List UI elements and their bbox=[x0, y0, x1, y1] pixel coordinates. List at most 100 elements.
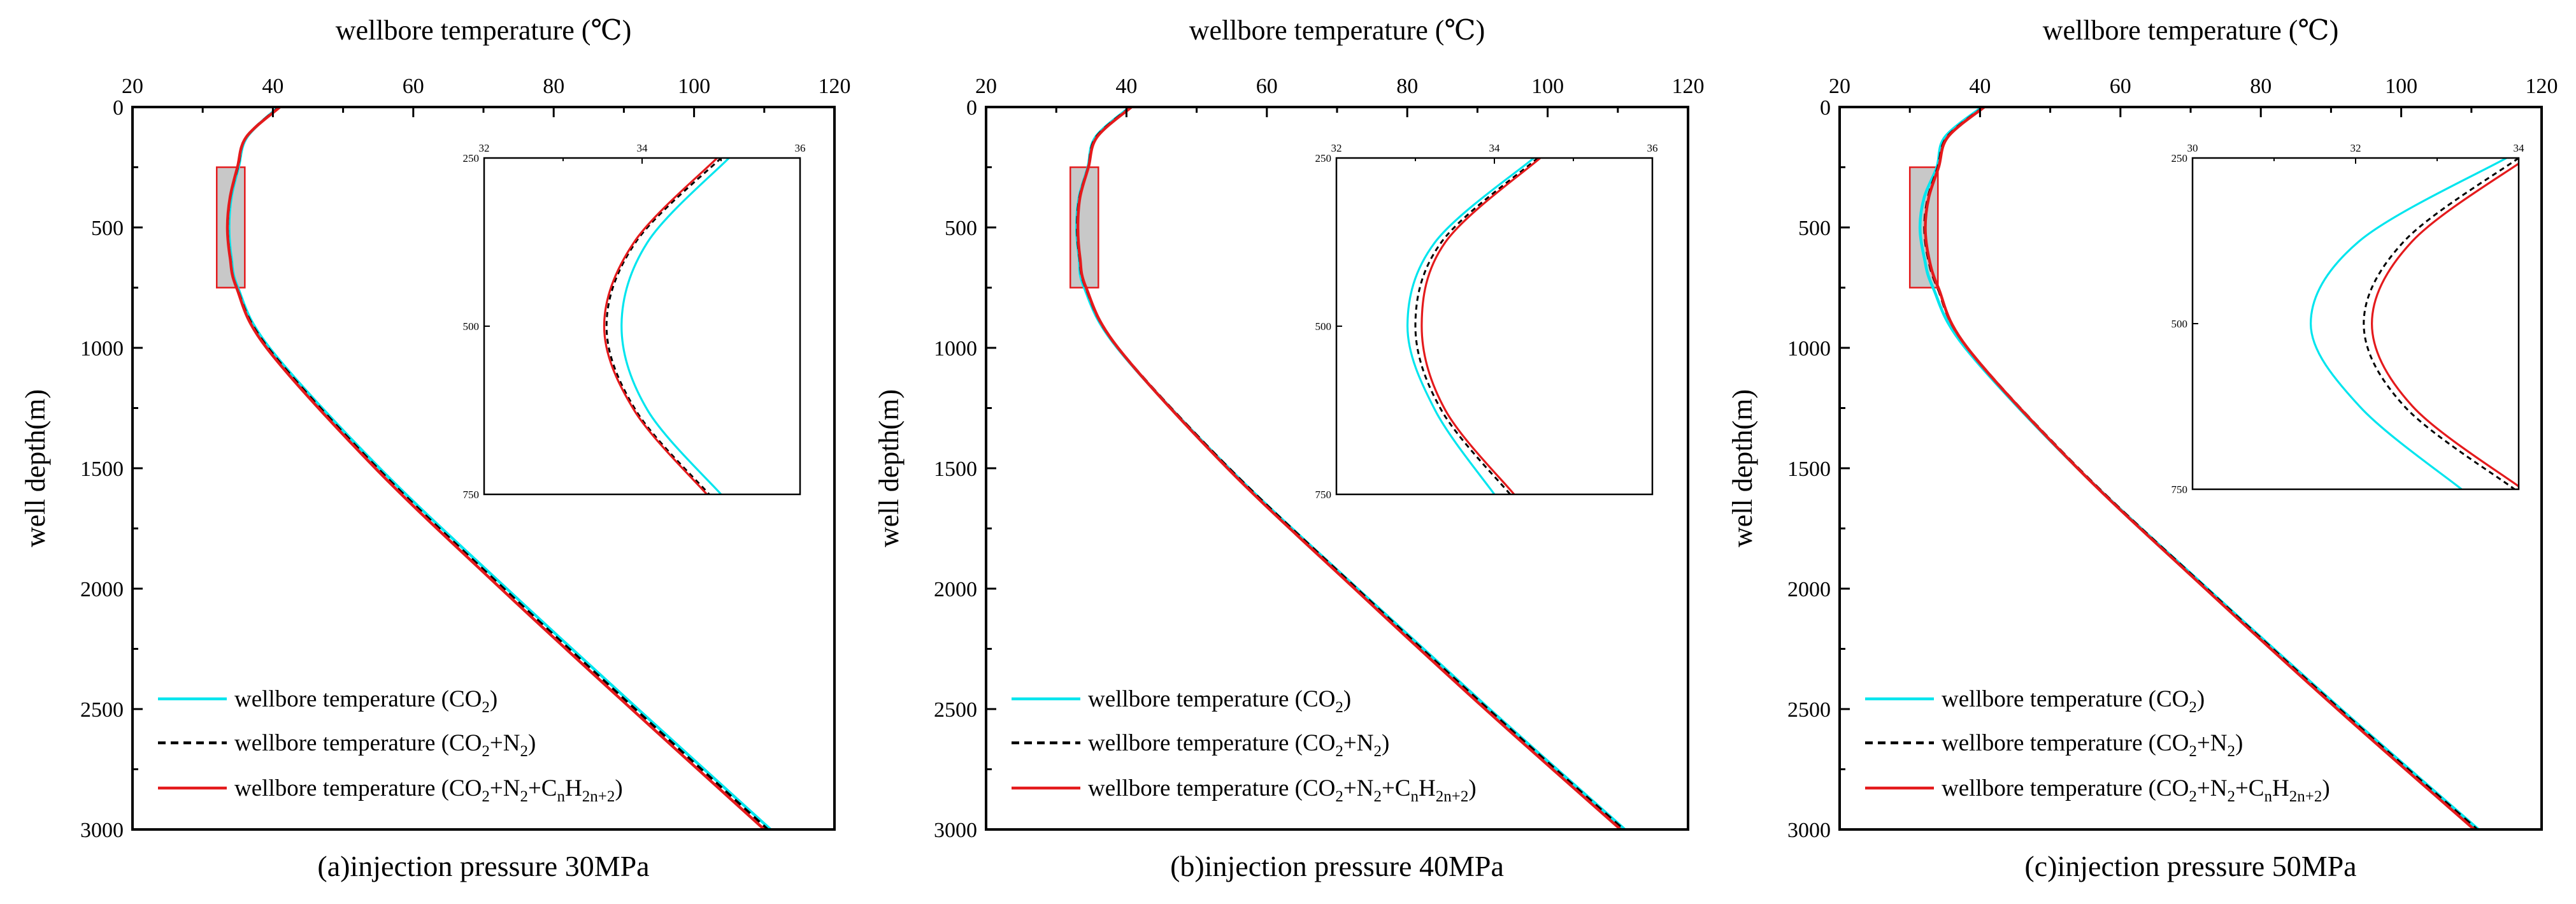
inset-series-line-co2 bbox=[620, 158, 730, 494]
legend-label-part-sub: 2 bbox=[2189, 699, 2197, 716]
y-tick-label: 3000 bbox=[934, 819, 977, 842]
legend-label-part-label_mid3: H bbox=[2272, 775, 2289, 801]
main-series-group bbox=[1075, 106, 1626, 831]
legend-label-co2: wellbore temperature (CO2) bbox=[234, 686, 497, 716]
legend-label-part-sub2: 2 bbox=[1373, 788, 1382, 805]
y-tick-label: 2000 bbox=[80, 578, 124, 601]
legend-label-part-label_mid: +N bbox=[2197, 775, 2228, 801]
y-axis-left: 0 500 1000 1500 2000 2500 3000 bbox=[1787, 96, 1850, 842]
x-tick-label: 120 bbox=[1672, 75, 1705, 98]
inset-y-tick-label: 750 bbox=[2172, 484, 2188, 496]
inset-series-line-mix bbox=[2370, 162, 2519, 488]
inset-zoom-plot: 32 34 36 250 500 750 bbox=[1315, 142, 1658, 501]
legend-label-part-label_mid: +N bbox=[2197, 730, 2228, 756]
y-tick-label: 3000 bbox=[1787, 819, 1831, 842]
panel-caption: (c)injection pressure 50MPa bbox=[2024, 850, 2356, 882]
legend-label-co2-n2: wellbore temperature (CO2+N2) bbox=[1942, 730, 2243, 760]
inset-y-tick-label: 500 bbox=[2172, 318, 2188, 330]
legend-label-part-sub: 2 bbox=[482, 788, 490, 805]
legend: wellbore temperature (CO2)wellbore tempe… bbox=[1012, 686, 1477, 805]
inset-series-group bbox=[603, 158, 730, 494]
y-tick-label: 2500 bbox=[1787, 698, 1831, 722]
legend-label-part-label: wellbore temperature (CO bbox=[234, 686, 482, 712]
inset-x-tick-label: 34 bbox=[637, 142, 648, 154]
series-line-co2 bbox=[1918, 106, 2480, 831]
legend-label-part-sub3: n bbox=[2264, 788, 2272, 805]
chart-panel-b: 20 40 60 80 100 120050010001500200025003000we… bbox=[873, 15, 1705, 882]
legend-label-part-label: wellbore temperature (CO bbox=[1088, 775, 1335, 801]
legend-label-part-label_mid: +N bbox=[490, 775, 520, 801]
inset-x-tick-label: 34 bbox=[1489, 142, 1501, 154]
y-axis-title: well depth(m) bbox=[20, 389, 51, 547]
series-line-mix bbox=[225, 106, 766, 831]
inset-y-tick-label: 500 bbox=[463, 320, 480, 333]
legend-label-part-sub3: n bbox=[557, 788, 565, 805]
legend-label-part-sub4: 2n+2 bbox=[1436, 788, 1469, 805]
inset-background bbox=[2193, 158, 2519, 489]
y-axis-left: 0 500 1000 1500 2000 2500 3000 bbox=[80, 96, 143, 842]
y-tick-label: 3000 bbox=[80, 819, 124, 842]
main-series-group bbox=[225, 106, 772, 831]
x-axis-title: wellbore temperature (℃) bbox=[336, 15, 632, 46]
x-axis-title: wellbore temperature (℃) bbox=[1189, 15, 1485, 46]
inset-y-tick-label: 250 bbox=[2172, 152, 2188, 164]
legend-label-part-label: wellbore temperature (CO bbox=[1088, 730, 1335, 756]
x-axis-top: 20 40 60 80 100 120 bbox=[122, 75, 851, 117]
panel-caption: (a)injection pressure 30MPa bbox=[317, 850, 649, 882]
x-tick-label: 40 bbox=[1115, 75, 1137, 98]
legend-label-part-sub: 2 bbox=[1335, 743, 1343, 760]
y-tick-label: 2000 bbox=[934, 578, 977, 601]
y-tick-label: 1500 bbox=[80, 457, 124, 481]
inset-x-tick-label: 34 bbox=[2514, 142, 2525, 154]
legend-label-mix: wellbore temperature (CO2+N2+CnH2n+2) bbox=[1942, 775, 2330, 805]
legend-label-mix: wellbore temperature (CO2+N2+CnH2n+2) bbox=[1088, 775, 1477, 805]
x-tick-label: 120 bbox=[2526, 75, 2558, 98]
legend-label-part-label: wellbore temperature (CO bbox=[1942, 730, 2189, 756]
x-tick-label: 20 bbox=[122, 75, 143, 98]
inset-x-tick-label: 32 bbox=[479, 142, 490, 154]
legend-label-part-label_end: ) bbox=[2322, 775, 2329, 801]
legend-label-part-sub: 2 bbox=[482, 699, 490, 716]
inset-series-group bbox=[2309, 158, 2519, 489]
y-tick-label: 1500 bbox=[934, 457, 977, 481]
legend-label-part-sub3: n bbox=[1410, 788, 1419, 805]
x-tick-label: 20 bbox=[1829, 75, 1850, 98]
legend-label-part-sub2: 2 bbox=[520, 743, 528, 760]
x-tick-label: 20 bbox=[975, 75, 997, 98]
y-tick-label: 0 bbox=[113, 96, 124, 120]
panel-caption: (b)injection pressure 40MPa bbox=[1170, 850, 1504, 882]
legend-label-part-label_mid: +N bbox=[490, 730, 520, 756]
y-tick-label: 2500 bbox=[934, 698, 977, 722]
legend-label-part-label_mid: +N bbox=[1343, 730, 1374, 756]
y-tick-label: 0 bbox=[966, 96, 977, 120]
legend-label-part-label_mid3: H bbox=[565, 775, 582, 801]
series-line-mix bbox=[1924, 106, 2475, 831]
legend-label-part-label: wellbore temperature (CO bbox=[234, 775, 482, 801]
legend-label-part-label_end: ) bbox=[2197, 686, 2205, 712]
x-tick-label: 80 bbox=[2250, 75, 2272, 98]
inset-y-tick-label: 250 bbox=[1315, 152, 1332, 164]
inset-series-line-co2-n2 bbox=[1414, 158, 1539, 494]
legend-label-co2: wellbore temperature (CO2) bbox=[1942, 686, 2205, 716]
x-tick-label: 60 bbox=[1256, 75, 1278, 98]
y-axis-left: 0 500 1000 1500 2000 2500 3000 bbox=[934, 96, 996, 842]
y-tick-label: 1000 bbox=[1787, 337, 1831, 361]
inset-zoom-plot: 32 34 36 250 500 750 bbox=[463, 142, 806, 501]
legend-label-part-label_mid2: +C bbox=[528, 775, 557, 801]
legend-label-part-sub: 2 bbox=[1335, 788, 1343, 805]
y-tick-label: 0 bbox=[1820, 96, 1831, 120]
legend-label-co2-n2: wellbore temperature (CO2+N2) bbox=[234, 730, 536, 760]
legend-label-mix: wellbore temperature (CO2+N2+CnH2n+2) bbox=[234, 775, 623, 805]
inset-series-group bbox=[1406, 158, 1541, 494]
legend-label-part-sub: 2 bbox=[482, 743, 490, 760]
legend-label-part-label_mid2: +C bbox=[2235, 775, 2265, 801]
x-tick-label: 120 bbox=[819, 75, 851, 98]
inset-y-tick-label: 500 bbox=[1315, 320, 1332, 333]
inset-y-tick-label: 750 bbox=[463, 489, 480, 501]
x-tick-label: 80 bbox=[1396, 75, 1418, 98]
x-tick-label: 40 bbox=[262, 75, 283, 98]
legend-label-part-label_end: ) bbox=[2235, 730, 2243, 756]
inset-y-tick-label: 250 bbox=[463, 152, 480, 164]
series-line-mix bbox=[1076, 106, 1622, 831]
y-tick-label: 2500 bbox=[80, 698, 124, 722]
